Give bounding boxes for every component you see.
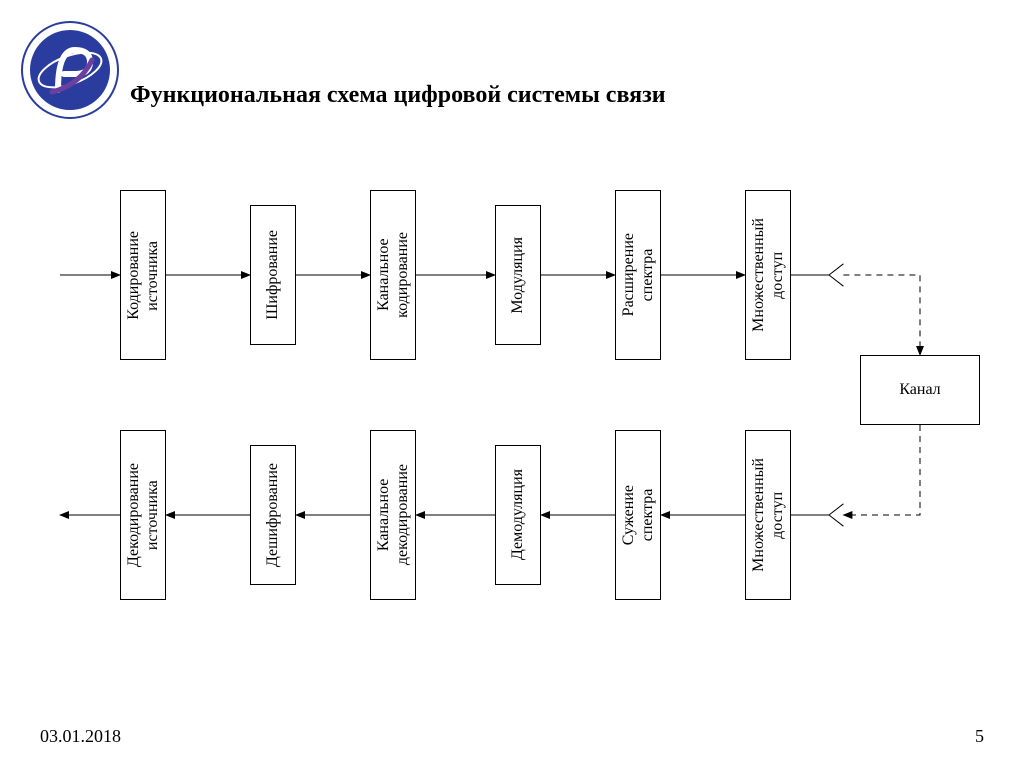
top-box-5-label: Множественный доступ	[747, 214, 789, 336]
top-box-4: Расширение спектра	[615, 190, 661, 360]
bottom-box-4-label: Сужение спектра	[617, 481, 659, 549]
footer-page-number: 5	[975, 726, 984, 747]
page-title: Функциональная схема цифровой системы св…	[130, 82, 666, 109]
bottom-box-0: Декодирование источника	[120, 430, 166, 600]
top-box-2-label: Канальное кодирование	[372, 228, 414, 322]
top-box-3-label: Модуляция	[506, 233, 529, 318]
top-box-1-label: Шифрование	[261, 226, 284, 324]
top-box-1: Шифрование	[250, 205, 296, 345]
top-box-0-label: Кодирование источника	[122, 227, 164, 324]
bottom-box-4: Сужение спектра	[615, 430, 661, 600]
logo	[20, 20, 120, 120]
footer-date: 03.01.2018	[40, 726, 121, 747]
bottom-box-3: Демодуляция	[495, 445, 541, 585]
top-box-4-label: Расширение спектра	[617, 229, 659, 320]
bottom-box-5: Множественный доступ	[745, 430, 791, 600]
top-box-3: Модуляция	[495, 205, 541, 345]
channel-box-label: Канал	[899, 381, 940, 399]
bottom-box-2: Канальное декодирование	[370, 430, 416, 600]
bottom-box-2-label: Канальное декодирование	[372, 460, 414, 569]
top-box-2: Канальное кодирование	[370, 190, 416, 360]
bottom-box-0-label: Декодирование источника	[122, 459, 164, 571]
top-box-0: Кодирование источника	[120, 190, 166, 360]
bottom-box-1: Дешифрование	[250, 445, 296, 585]
channel-box: Канал	[860, 355, 980, 425]
flowchart: Кодирование источника Декодирование источ…	[0, 180, 1024, 680]
top-box-5: Множественный доступ	[745, 190, 791, 360]
bottom-box-3-label: Демодуляция	[506, 465, 529, 564]
bottom-box-1-label: Дешифрование	[261, 459, 284, 571]
header: Функциональная схема цифровой системы св…	[20, 20, 666, 120]
bottom-box-5-label: Множественный доступ	[747, 454, 789, 576]
